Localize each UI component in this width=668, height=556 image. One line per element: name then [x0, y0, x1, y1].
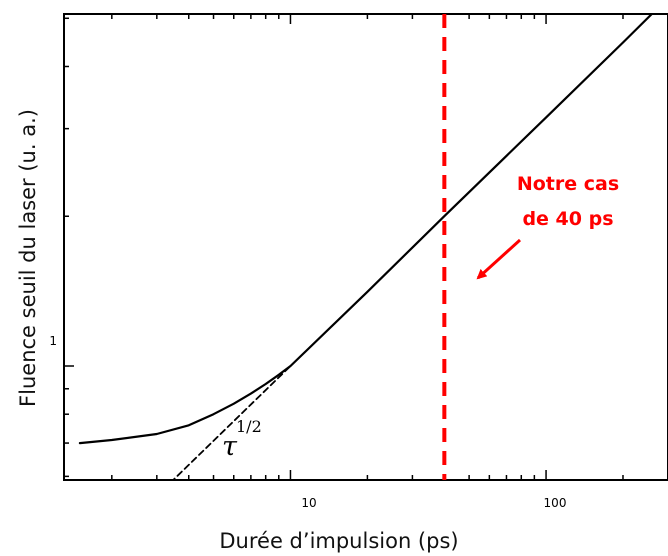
case-label-line2: de 40 ps: [522, 208, 613, 230]
axis-ticks: [64, 14, 668, 480]
x-tick-label-100: 100: [544, 496, 567, 510]
y-tick-label-1: 1: [49, 334, 57, 348]
x-axis-title: Durée d’impulsion (ps): [219, 529, 458, 553]
plot-area: [63, 13, 668, 481]
y-axis-title: Fluence seuil du laser (u. a.): [16, 109, 40, 407]
case-arrow: [476, 238, 522, 280]
case-label-line1: Notre cas: [517, 173, 619, 195]
slope-exponent: 1/2: [236, 417, 262, 436]
threshold-curve: [78, 14, 654, 445]
plot-frame: [63, 13, 668, 481]
slope-label: τ: [222, 431, 238, 462]
series-layer: [78, 14, 654, 480]
asymptote-line: [171, 365, 292, 480]
x-tick-label-10: 10: [301, 496, 316, 510]
